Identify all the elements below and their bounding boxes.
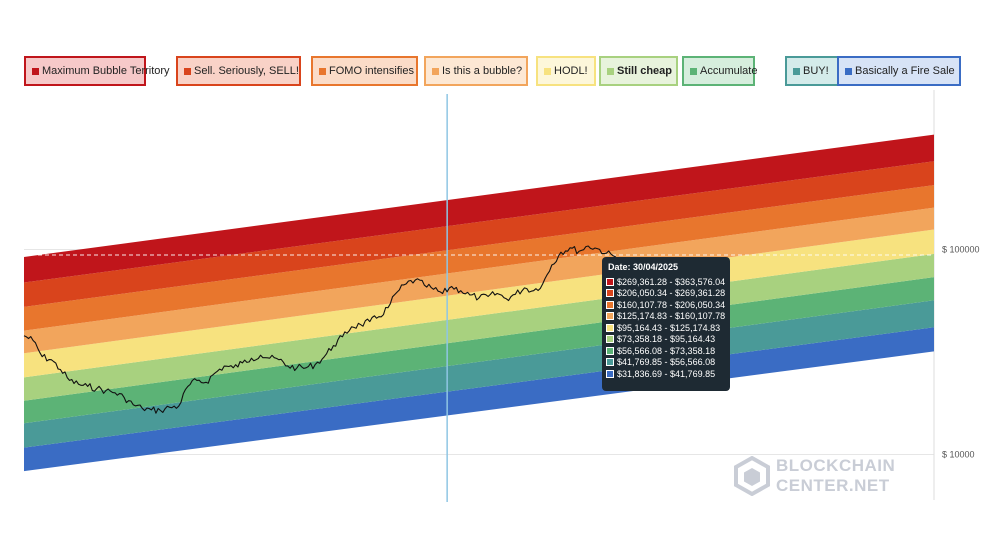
tooltip-row: $125,174.83 - $160,107.78	[606, 311, 726, 323]
tooltip-range: $269,361.28 - $363,576.04	[617, 276, 726, 287]
legend-item-still-cheap[interactable]: Still cheap	[599, 56, 678, 86]
hover-tooltip: Date: 30/04/2025 $269,361.28 - $363,576.…	[602, 257, 730, 391]
rainbow-band-8	[24, 161, 934, 307]
legend-label: FOMO intensifies	[329, 65, 414, 77]
tooltip-range: $56,566.08 - $73,358.18	[617, 345, 716, 356]
legend-item-basically-a-fire-sale[interactable]: Basically a Fire Sale	[837, 56, 961, 86]
legend-label: Accumulate	[700, 65, 758, 77]
legend-label: Still cheap	[617, 65, 673, 77]
y-tick-label: $ 100000	[942, 245, 980, 255]
legend-label: BUY!	[803, 65, 829, 77]
legend-item-buy[interactable]: BUY!	[785, 56, 846, 86]
legend-swatch	[845, 67, 852, 75]
tooltip-range: $206,050.34 - $269,361.28	[617, 288, 726, 299]
legend-swatch	[432, 67, 439, 75]
tooltip-range: $95,164.43 - $125,174.83	[617, 322, 721, 333]
legend-swatch	[184, 67, 191, 75]
tooltip-swatch	[606, 277, 614, 286]
legend-label: Basically a Fire Sale	[855, 65, 955, 77]
legend-swatch	[32, 67, 39, 75]
blockchaincenter-logo: BLOCKCHAIN CENTER.NET	[734, 452, 896, 498]
legend-label: Is this a bubble?	[442, 65, 523, 77]
legend-swatch	[690, 67, 697, 75]
tooltip-swatch	[606, 358, 614, 367]
legend-item-accumulate[interactable]: Accumulate	[682, 56, 758, 86]
tooltip-row: $31,836.69 - $41,769.85	[606, 368, 726, 380]
legend-item-hodl[interactable]: HODL!	[536, 56, 596, 86]
tooltip-swatch	[606, 346, 614, 355]
tooltip-swatch	[606, 369, 614, 378]
y-tick-label: $ 10000	[942, 450, 975, 460]
logo-text-line1: BLOCKCHAIN	[776, 456, 896, 475]
tooltip-row: $73,358.18 - $95,164.43	[606, 334, 726, 346]
tooltip-swatch	[606, 289, 614, 298]
cube-logo-icon	[734, 456, 770, 496]
rainbow-band-7	[24, 185, 934, 331]
legend-swatch	[793, 67, 800, 75]
legend-swatch	[607, 67, 614, 75]
tooltip-swatch	[606, 312, 614, 321]
tooltip-swatch	[606, 335, 614, 344]
tooltip-row: $95,164.43 - $125,174.83	[606, 322, 726, 334]
legend-item-is-this-a-bubble[interactable]: Is this a bubble?	[424, 56, 528, 86]
legend-swatch	[319, 67, 326, 75]
logo-text-line2: CENTER.NET	[776, 476, 890, 495]
tooltip-row: $269,361.28 - $363,576.04	[606, 276, 726, 288]
legend-label: HODL!	[554, 65, 588, 77]
tooltip-date: Date: 30/04/2025	[608, 262, 679, 272]
rainbow-band-9	[24, 134, 934, 283]
tooltip-row: $56,566.08 - $73,358.18	[606, 345, 726, 357]
legend-swatch	[544, 67, 551, 75]
legend-item-maximum-bubble-territory[interactable]: Maximum Bubble Territory	[24, 56, 170, 86]
tooltip-range: $41,769.85 - $56,566.08	[617, 357, 716, 368]
tooltip-row: $206,050.34 - $269,361.28	[606, 288, 726, 300]
legend-item-fomo-intensifies[interactable]: FOMO intensifies	[311, 56, 418, 86]
legend-item-sell-seriously-sell[interactable]: Sell. Seriously, SELL!	[176, 56, 301, 86]
legend-label: Sell. Seriously, SELL!	[194, 65, 299, 77]
bitcoin-price-line	[23, 245, 644, 414]
legend-label: Maximum Bubble Territory	[42, 65, 170, 77]
rainbow-band-6	[24, 207, 934, 354]
tooltip-range: $160,107.78 - $206,050.34	[617, 299, 726, 310]
tooltip-swatch	[606, 323, 614, 332]
tooltip-row: $160,107.78 - $206,050.34	[606, 299, 726, 311]
tooltip-range: $125,174.83 - $160,107.78	[617, 311, 726, 322]
tooltip-range: $73,358.18 - $95,164.43	[617, 334, 716, 345]
chart-legend: Maximum Bubble Territory Sell. Seriously,…	[24, 56, 964, 88]
tooltip-row: $41,769.85 - $56,566.08	[606, 357, 726, 369]
tooltip-swatch	[606, 300, 614, 309]
tooltip-range: $31,836.69 - $41,769.85	[617, 368, 716, 379]
